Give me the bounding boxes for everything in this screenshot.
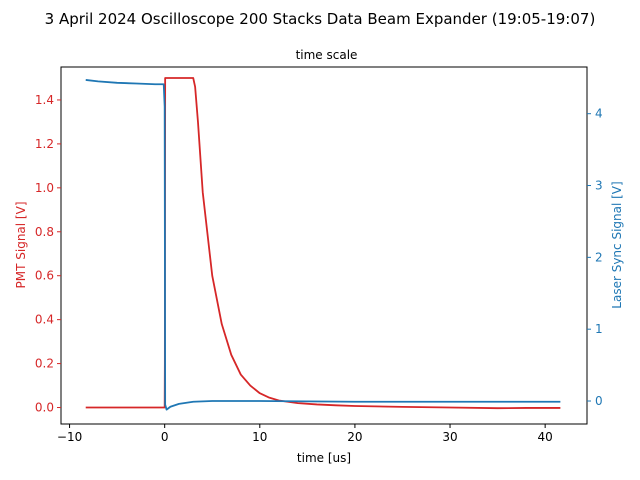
right-y-tick-label: 4 bbox=[595, 107, 603, 121]
series-layer bbox=[85, 77, 561, 411]
left-y-tick-label: 0.2 bbox=[35, 357, 54, 371]
right-y-tick-label: 2 bbox=[595, 250, 603, 264]
left-y-tick-label: 0.4 bbox=[35, 313, 54, 327]
left-y-axis-label: PMT Signal [V] bbox=[14, 202, 28, 289]
right-y-tick-label: 0 bbox=[595, 394, 603, 408]
left-y-tick-label: 1.0 bbox=[35, 181, 54, 195]
left-y-tick-label: 0.6 bbox=[35, 269, 54, 283]
x-tick-label: −10 bbox=[57, 430, 82, 444]
right-y-tick-label: 1 bbox=[595, 322, 603, 336]
left-y-tick-label: 1.2 bbox=[35, 137, 54, 151]
x-axis: −10 0 10 20 30 40 bbox=[57, 424, 553, 444]
chart-subtitle: time scale bbox=[296, 48, 358, 62]
left-y-axis: 0.0 0.2 0.4 0.6 0.8 1.0 1.2 1.4 bbox=[35, 93, 61, 415]
plot-frame bbox=[60, 66, 588, 425]
x-tick-label: 0 bbox=[161, 430, 169, 444]
series-line-right bbox=[85, 79, 561, 411]
left-y-tick-label: 1.4 bbox=[35, 93, 54, 107]
series-line-left bbox=[85, 77, 561, 410]
right-y-axis-label: Laser Sync Signal [V] bbox=[610, 181, 624, 308]
left-y-tick-label: 0.0 bbox=[35, 401, 54, 415]
x-tick-label: 30 bbox=[442, 430, 457, 444]
chart-title: 3 April 2024 Oscilloscope 200 Stacks Dat… bbox=[45, 10, 596, 28]
right-y-axis: 0 1 2 3 4 bbox=[587, 107, 603, 408]
right-y-tick-label: 3 bbox=[595, 179, 603, 193]
x-tick-label: 10 bbox=[252, 430, 267, 444]
x-tick-label: 40 bbox=[538, 430, 553, 444]
x-tick-label: 20 bbox=[347, 430, 362, 444]
left-y-tick-label: 0.8 bbox=[35, 225, 54, 239]
x-axis-label: time [us] bbox=[297, 451, 351, 465]
